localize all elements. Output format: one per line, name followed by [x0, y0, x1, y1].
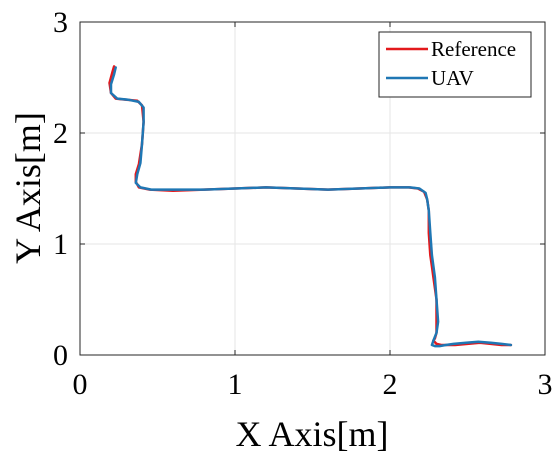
series-line-uav: [109, 66, 513, 348]
x-tick-label: 1: [228, 368, 243, 401]
legend-label-uav: UAV: [431, 66, 474, 90]
x-tick-label: 3: [538, 368, 553, 401]
x-axis-title: X Axis[m]: [236, 414, 389, 454]
series-group: [108, 65, 513, 348]
axes-box: [79, 21, 546, 356]
x-tick-label: 0: [73, 368, 88, 401]
legend-box: [378, 31, 532, 98]
y-tick-label: 0: [53, 339, 68, 372]
y-tick-label: 1: [53, 228, 68, 261]
y-tick-label: 3: [53, 6, 68, 39]
legend: Reference UAV: [378, 31, 532, 98]
y-tick-label: 2: [53, 117, 68, 150]
axes: 0 1 2 3 0 1 2 3: [53, 6, 553, 401]
legend-label-reference: Reference: [431, 37, 516, 61]
x-tick-label: 2: [383, 368, 398, 401]
y-axis-title: Y Axis[m]: [8, 112, 48, 264]
